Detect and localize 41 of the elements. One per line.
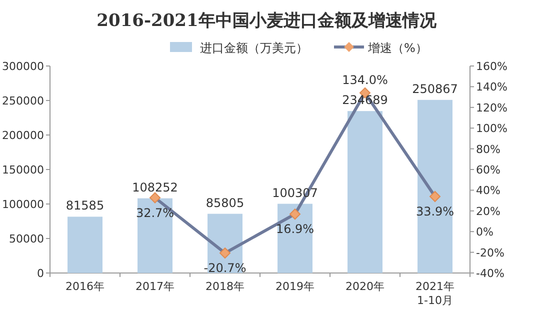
- bar: [278, 204, 312, 273]
- y2-tick-label: 140%: [476, 80, 508, 94]
- x-tick-label: 2018年: [206, 280, 244, 293]
- y-tick-label: 100000: [2, 198, 44, 211]
- data-label: 250867: [412, 82, 458, 96]
- y2-tick-label: -40%: [476, 267, 504, 280]
- x-tick-label: 2021年 1-10月: [416, 280, 454, 307]
- x-tick-label: 2020年: [346, 280, 384, 293]
- data-label: 85805: [206, 196, 244, 210]
- y-tick-label: 0: [37, 267, 44, 280]
- data-label: 81585: [66, 198, 104, 213]
- chart-title: 2016-2021年中国小麦进口金额及增速情况: [96, 11, 438, 31]
- x-tick-label: 2017年: [136, 280, 174, 293]
- x-tick-label: 2016年: [66, 280, 104, 293]
- y2-tick-label: 120%: [476, 101, 508, 114]
- y2-tick-label: 80%: [476, 142, 500, 156]
- data-label: 16.9%: [276, 222, 314, 236]
- y-tick-label: 150000: [2, 164, 44, 176]
- data-label: 108252: [132, 180, 178, 194]
- data-label: -20.7%: [204, 261, 246, 276]
- y2-tick-label: 60%: [476, 164, 500, 176]
- bar: [418, 100, 452, 273]
- bar: [68, 216, 102, 273]
- x-tick-label: 2019年: [276, 280, 314, 293]
- legend-label: 进口金额（万美元）: [200, 41, 308, 55]
- y-tick-label: 200000: [2, 129, 44, 142]
- y2-tick-label: 40%: [476, 184, 500, 198]
- y2-tick-label: 0%: [476, 226, 494, 239]
- y2-tick-label: 160%: [476, 60, 508, 73]
- bar: [348, 111, 382, 273]
- y2-tick-label: 100%: [476, 122, 508, 136]
- data-label: 134.0%: [342, 72, 388, 87]
- data-label: 33.9%: [416, 204, 454, 219]
- y2-tick-label: 20%: [476, 204, 500, 218]
- y-tick-label: 300000: [2, 60, 44, 73]
- legend-label: 增速（%）: [367, 41, 428, 55]
- data-label: 32.7%: [136, 206, 174, 220]
- bar: [138, 198, 172, 273]
- y-tick-label: 50000: [9, 232, 44, 246]
- y-tick-label: 250000: [2, 94, 44, 108]
- y2-tick-label: -20%: [476, 246, 504, 260]
